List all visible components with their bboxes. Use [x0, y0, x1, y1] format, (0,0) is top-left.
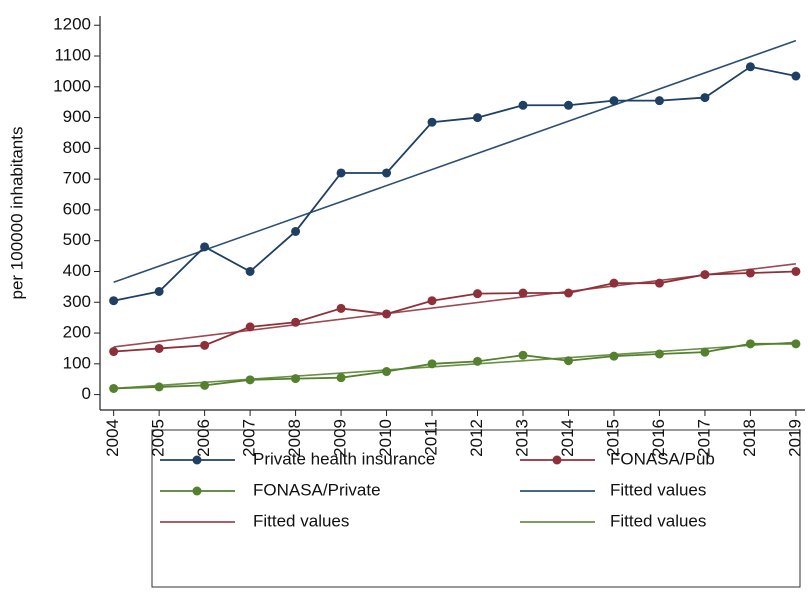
point: [245, 375, 255, 385]
y-tick-label: 300: [63, 292, 91, 311]
series-line: [113, 65, 797, 302]
point: [336, 168, 346, 178]
y-tick-label: 700: [63, 169, 91, 188]
point: [291, 226, 301, 236]
series-line: [113, 270, 796, 353]
point: [654, 278, 664, 288]
point: [382, 168, 392, 178]
legend-box: [151, 429, 801, 588]
point: [609, 351, 619, 361]
x-tick-label: 2012: [467, 419, 486, 457]
legend-marker: [192, 455, 202, 465]
point: [245, 322, 255, 332]
x-tick-label: 2017: [694, 419, 713, 457]
legend-label: FONASA/Pub: [610, 449, 715, 468]
point: [427, 296, 437, 306]
y-tick-label: 1100: [54, 46, 91, 65]
legend-label: Fitted values: [610, 511, 706, 530]
point: [563, 288, 573, 298]
series-line: [113, 342, 796, 390]
x-tick-label: 2004: [103, 419, 122, 457]
x-tick-label: 2008: [285, 419, 304, 457]
x-tick-label: 2018: [740, 419, 759, 457]
y-tick-label: 400: [63, 261, 91, 280]
point: [154, 382, 164, 392]
x-tick-label: 2015: [603, 419, 622, 457]
x-tick-label: 2011: [422, 419, 441, 456]
x-tick-label: 2013: [512, 419, 531, 457]
point: [336, 373, 346, 383]
point: [382, 309, 392, 319]
x-tick-label: 2014: [558, 419, 577, 457]
point: [200, 242, 210, 252]
point: [109, 383, 119, 393]
point: [154, 343, 164, 353]
legend-marker: [192, 486, 202, 496]
point: [427, 359, 437, 369]
series-line: [113, 39, 797, 284]
point: [154, 286, 164, 296]
point: [700, 93, 710, 103]
point: [791, 71, 801, 81]
y-tick-label: 1000: [53, 76, 91, 95]
point: [473, 289, 483, 299]
point: [609, 96, 619, 106]
point: [609, 278, 619, 288]
legend-label: Fitted values: [610, 480, 706, 499]
point: [745, 62, 755, 72]
point: [291, 317, 301, 327]
point: [745, 339, 755, 349]
point: [791, 266, 801, 276]
point: [563, 356, 573, 366]
x-tick-label: 2010: [376, 419, 395, 457]
point: [518, 350, 528, 360]
point: [563, 100, 573, 110]
legend-label: Fitted values: [253, 511, 349, 530]
point: [336, 303, 346, 313]
point: [745, 268, 755, 278]
x-tick-label: 2005: [149, 419, 168, 457]
point: [700, 270, 710, 280]
x-tick-label: 2019: [785, 419, 804, 457]
point: [200, 340, 210, 350]
legend-label: FONASA/Private: [253, 480, 381, 499]
x-tick-label: 2016: [649, 419, 668, 457]
x-tick-label: 2009: [331, 419, 350, 457]
point: [473, 113, 483, 123]
y-tick-label: 100: [63, 353, 91, 372]
point: [109, 347, 119, 357]
point: [791, 339, 801, 349]
legend-label: Private health insurance: [253, 449, 435, 468]
y-tick-label: 800: [63, 138, 91, 157]
point: [427, 117, 437, 127]
point: [654, 96, 664, 106]
point: [382, 367, 392, 377]
x-tick-label: 2007: [240, 419, 259, 457]
point: [473, 356, 483, 366]
point: [245, 266, 255, 276]
y-tick-label: 600: [63, 199, 91, 218]
point: [654, 349, 664, 359]
legend-marker: [552, 455, 562, 465]
point: [518, 288, 528, 298]
y-tick-label: 900: [63, 107, 91, 126]
series-line: [113, 341, 796, 390]
point: [291, 374, 301, 384]
y-tick-label: 0: [82, 384, 91, 403]
point: [109, 296, 119, 306]
y-tick-label: 500: [63, 230, 91, 249]
y-tick-label: 200: [63, 323, 91, 342]
x-tick-label: 2006: [194, 419, 213, 457]
y-tick-label: 1200: [53, 15, 91, 34]
point: [518, 100, 528, 110]
point: [700, 347, 710, 357]
series-line: [113, 262, 796, 348]
point: [200, 380, 210, 390]
y-axis-label: per 100000 inhabitants: [7, 127, 26, 300]
